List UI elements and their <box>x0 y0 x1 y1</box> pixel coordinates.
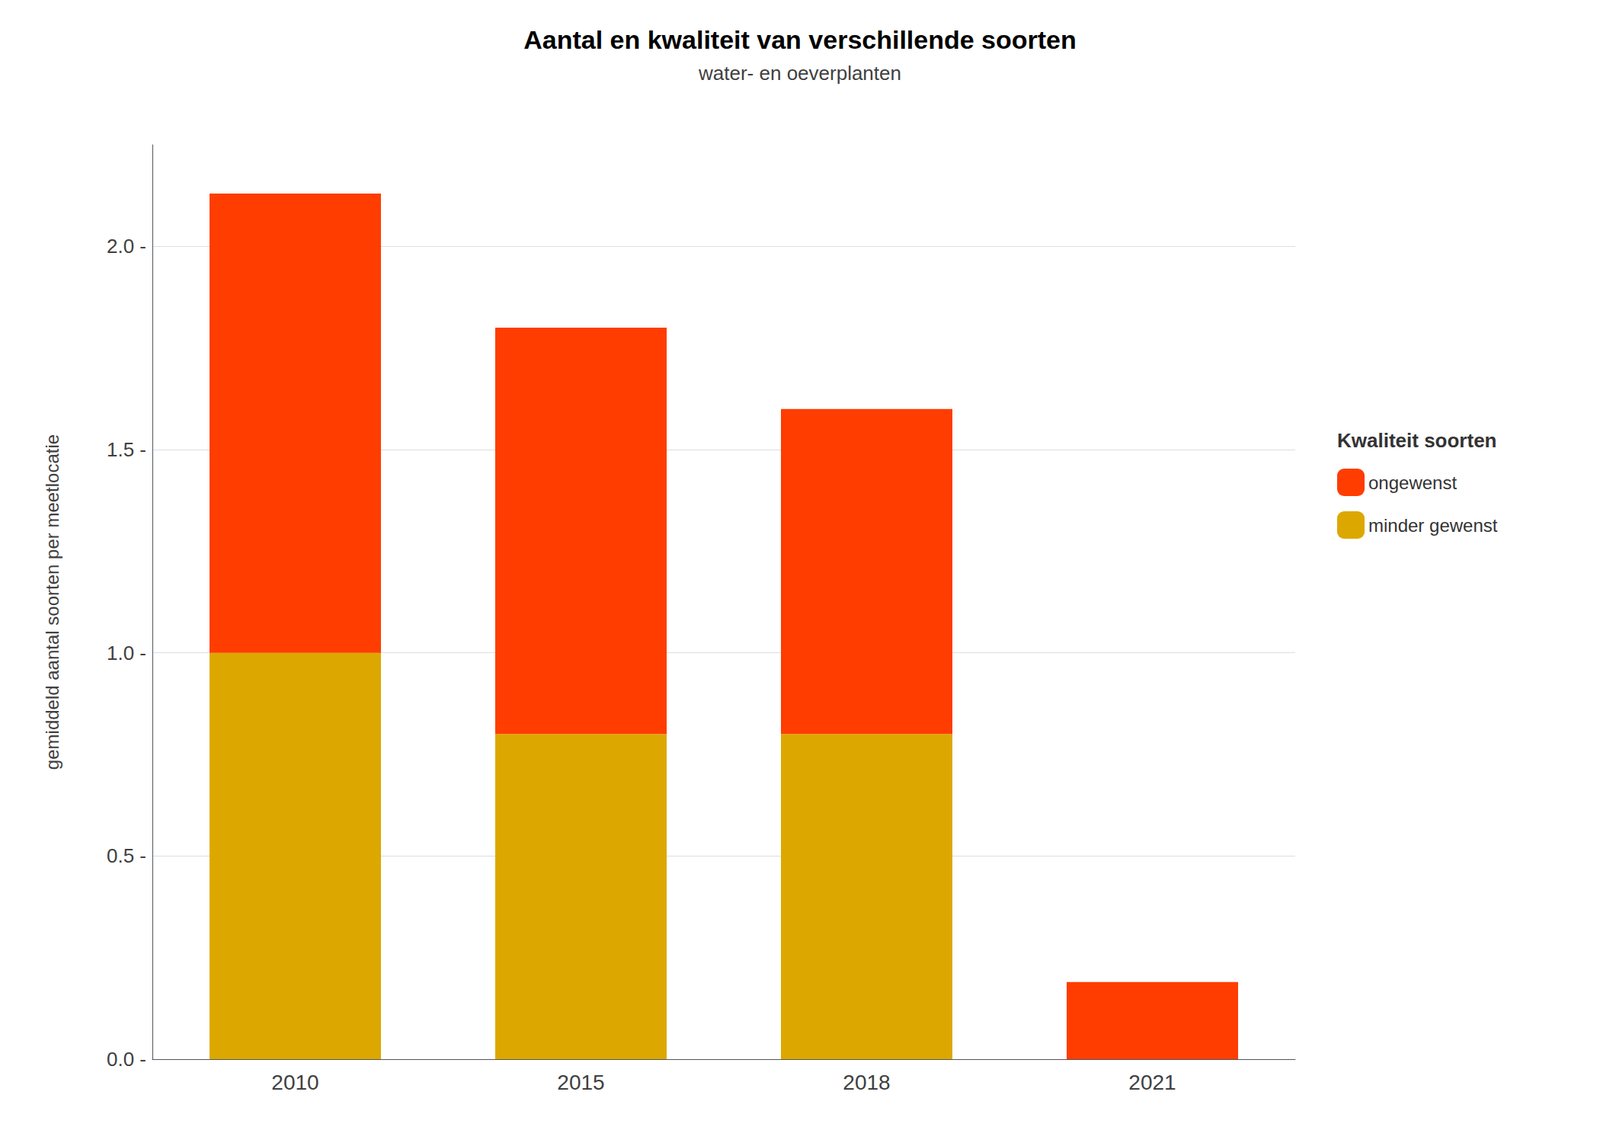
svg-text:2010: 2010 <box>271 1070 319 1095</box>
svg-text:2018: 2018 <box>842 1070 890 1095</box>
svg-text:0.0 -: 0.0 - <box>106 1047 147 1071</box>
svg-text:ongewenst: ongewenst <box>1368 472 1457 493</box>
svg-text:gemiddeld aantal soorten per m: gemiddeld aantal soorten per meetlocatie <box>41 434 63 770</box>
svg-text:water- en oeverplanten: water- en oeverplanten <box>697 61 902 85</box>
svg-text:Kwaliteit soorten: Kwaliteit soorten <box>1337 428 1497 452</box>
svg-text:Aantal en kwaliteit van versch: Aantal en kwaliteit van verschillende so… <box>523 25 1077 55</box>
svg-text:1.0 -: 1.0 - <box>106 641 147 665</box>
svg-text:1.5 -: 1.5 - <box>106 438 147 461</box>
svg-text:2015: 2015 <box>556 1070 605 1095</box>
svg-text:minder gewenst: minder gewenst <box>1368 515 1498 536</box>
svg-text:2021: 2021 <box>1128 1070 1176 1095</box>
svg-text:0.5 -: 0.5 - <box>106 844 147 868</box>
svg-text:2.0 -: 2.0 - <box>106 234 147 258</box>
